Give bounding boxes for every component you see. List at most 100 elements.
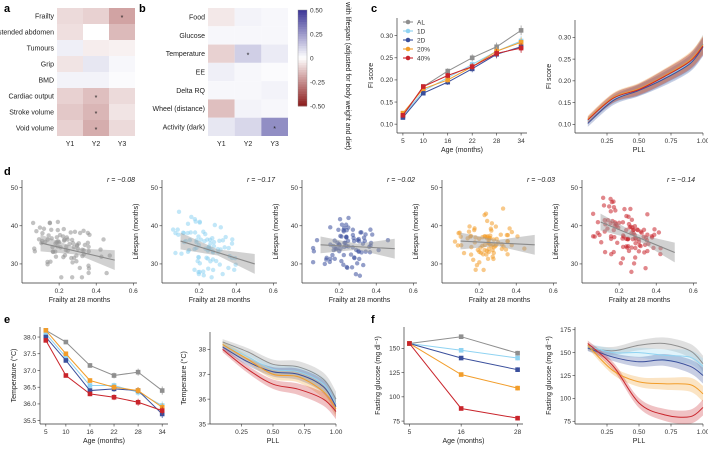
heatmap-cell — [109, 104, 135, 120]
scatter-point — [344, 227, 349, 233]
scatter-point — [328, 225, 333, 230]
scatter-point — [61, 254, 66, 260]
scatter-point — [636, 249, 642, 254]
scatter-point — [620, 220, 626, 225]
ci-band-1D — [587, 343, 703, 375]
scatter-point — [357, 273, 363, 278]
regression-ci-band — [40, 234, 115, 271]
scatter-point — [70, 260, 75, 265]
y-tick-label: 75 — [564, 419, 572, 426]
scatter-point — [193, 219, 198, 224]
scatter-point — [201, 229, 206, 234]
scatter-point — [500, 206, 506, 211]
colorbar-step — [298, 55, 307, 59]
scatter-point — [658, 251, 663, 257]
scatter-point — [223, 234, 228, 240]
series-line-20% — [45, 330, 163, 408]
scatter-point — [192, 246, 197, 252]
scatter-point — [179, 251, 184, 256]
data-point — [87, 388, 93, 393]
scatter-point — [615, 240, 620, 246]
heatmap-cell — [57, 104, 83, 120]
series-line-40% — [409, 343, 518, 419]
scatter-point — [608, 209, 613, 214]
scatter-point — [72, 229, 78, 235]
panel-label-a: a — [4, 3, 11, 15]
chart-e-temperature-by-pll: 0.25 0.50 0.75 1.00 35 36 37 38 PLL Temperature (… — [180, 332, 343, 445]
scatter-point — [376, 247, 381, 253]
scatter-point — [37, 225, 43, 230]
scatter-point — [620, 244, 626, 250]
scatter-point — [77, 230, 83, 236]
scatter-point — [350, 232, 356, 238]
colorbar-step — [298, 34, 307, 37]
scatter-point — [494, 236, 499, 242]
x-axis-label: Frailty at 28 months — [609, 297, 671, 304]
scatter-point — [480, 252, 486, 257]
colorbar-step — [298, 72, 307, 76]
heatmap-cell — [57, 56, 83, 72]
series-line-40% — [402, 47, 522, 116]
scatter-point — [343, 222, 349, 227]
scatter-point — [491, 250, 496, 256]
colorbar-step — [298, 70, 307, 73]
scatter-point — [350, 227, 356, 232]
heatmap-row-label: Delta RQ — [176, 88, 205, 95]
heatmap-cell — [208, 99, 235, 118]
data-point — [420, 90, 426, 96]
ci-band-1D — [222, 341, 336, 412]
scatter-point — [213, 258, 219, 264]
heatmap-cell — [208, 8, 235, 27]
scatter-point — [645, 232, 650, 237]
scatter-point — [101, 237, 106, 242]
heatmap-row-label: BMD — [38, 78, 54, 85]
chart-c-fi-by-pll: 0.25 0.50 0.75 1.00 0.10 0.15 0.20 0.25 0.30 PLL F… — [546, 20, 708, 154]
data-point — [111, 384, 117, 390]
colorbar-step — [298, 79, 307, 83]
scatter-point — [30, 220, 36, 226]
x-tick-label: 0.2 — [615, 288, 624, 295]
scatter-point — [310, 260, 316, 265]
ci-band-2D — [587, 345, 703, 384]
x-tick-label: 34 — [159, 429, 167, 436]
scatter-point — [631, 261, 637, 266]
scatter-point — [498, 232, 503, 237]
x-tick-label: 34 — [517, 138, 525, 145]
x-tick-label: 22 — [469, 138, 477, 145]
regression-ci-band — [180, 232, 255, 274]
scatter-point — [367, 250, 373, 255]
legend-marker — [405, 19, 411, 25]
data-point — [135, 399, 141, 405]
scatter-point — [195, 258, 200, 264]
series-line-1D — [409, 342, 518, 359]
scatter-point — [633, 241, 638, 246]
y-tick-label: 175 — [560, 327, 571, 334]
scatter-point — [98, 247, 103, 252]
scatter-point — [356, 236, 361, 242]
y-axis-label: Temperature (°C) — [180, 351, 188, 405]
colorbar-step — [298, 74, 307, 78]
scatter-point — [64, 244, 69, 249]
scatter-point — [77, 265, 82, 271]
data-point — [458, 355, 464, 361]
heatmap-row-label: Stroke volume — [9, 110, 54, 117]
data-point — [458, 347, 464, 353]
scatter-point — [509, 229, 515, 235]
y-tick-label: 0.25 — [558, 56, 571, 63]
y-tick-label: 125 — [560, 373, 571, 380]
scatter-point — [629, 269, 634, 275]
chart-f-glucose-by-pll: 0.25 0.50 0.75 1.00 75 100 125 150 175 PLL Fasting… — [546, 327, 708, 445]
scatter-point — [484, 218, 490, 224]
x-tick-label: 0.25 — [601, 429, 614, 436]
scatter-point — [330, 252, 335, 258]
data-point — [43, 328, 49, 333]
scatter-point — [629, 245, 634, 250]
scatter-point — [226, 245, 231, 251]
scatter-point — [81, 248, 86, 253]
scatter-point — [69, 255, 74, 261]
colorbar-step — [298, 19, 307, 23]
y-axis-label: FI score — [546, 64, 553, 89]
y-tick-label: 150 — [560, 350, 571, 357]
heatmap-row-label: Temperature — [166, 51, 205, 58]
scatter-point — [60, 234, 66, 239]
